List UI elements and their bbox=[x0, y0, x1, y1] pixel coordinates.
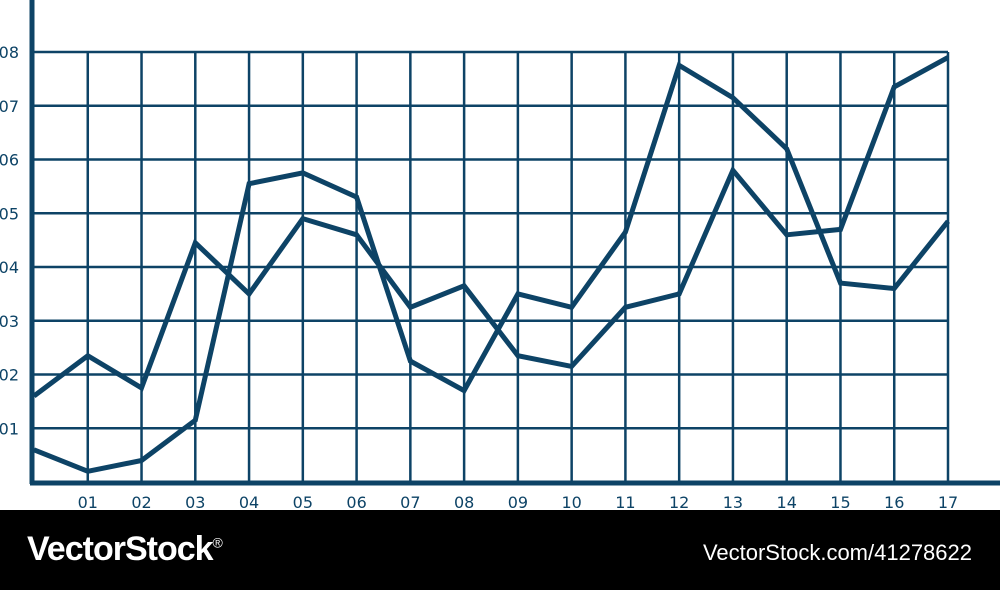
y-tick-label: 06 bbox=[0, 151, 19, 170]
x-tick-label: 06 bbox=[346, 493, 366, 510]
x-tick-labels: 01 02 03 04 05 06 07 08 09 10 11 12 13 14 15 16 17 bbox=[78, 493, 959, 510]
x-tick-label: 17 bbox=[938, 493, 958, 510]
series-line-2 bbox=[33, 61, 950, 474]
x-tick-label: 13 bbox=[723, 493, 743, 510]
x-tick-label: 12 bbox=[669, 493, 689, 510]
x-tick-label: 11 bbox=[615, 493, 635, 510]
x-tick-label: 02 bbox=[131, 493, 151, 510]
series-line-1 bbox=[32, 55, 950, 399]
x-tick-label: 08 bbox=[454, 493, 474, 510]
horizontal-gridlines bbox=[34, 50, 948, 430]
x-tick-label: 10 bbox=[561, 493, 581, 510]
x-tick-label: 04 bbox=[239, 493, 259, 510]
x-tick-label: 16 bbox=[884, 493, 904, 510]
brand-logo: VectorStock® bbox=[27, 530, 223, 569]
y-tick-label: 03 bbox=[0, 312, 19, 331]
y-tick-label: 08 bbox=[0, 43, 19, 62]
series-layer bbox=[32, 55, 950, 474]
x-tick-label: 07 bbox=[400, 493, 420, 510]
x-tick-label: 01 bbox=[78, 493, 98, 510]
x-tick-label: 09 bbox=[508, 493, 528, 510]
watermark-footer: VectorStock® VectorStock.com/41278622 bbox=[0, 510, 1000, 590]
x-tick-label: 03 bbox=[185, 493, 205, 510]
x-tick-label: 14 bbox=[777, 493, 797, 510]
x-tick-label: 05 bbox=[293, 493, 313, 510]
y-tick-label: 07 bbox=[0, 97, 19, 116]
y-tick-label: 05 bbox=[0, 204, 19, 223]
image-credit: VectorStock.com/41278622 bbox=[702, 540, 972, 565]
line-chart: 01 02 03 04 05 06 07 08 09 10 11 12 13 14 15 16 17 01020… bbox=[0, 0, 1000, 510]
y-tick-label: 02 bbox=[0, 366, 19, 385]
y-tick-label: 04 bbox=[0, 258, 19, 277]
brand-name: VectorStock bbox=[27, 530, 214, 568]
y-tick-labels: 01 02 03 04 05 06 07 08 bbox=[0, 43, 19, 438]
axes bbox=[29, 0, 1000, 486]
x-tick-label: 15 bbox=[830, 493, 850, 510]
y-tick-label: 01 bbox=[0, 419, 19, 438]
brand-registered-mark: ® bbox=[212, 534, 223, 551]
